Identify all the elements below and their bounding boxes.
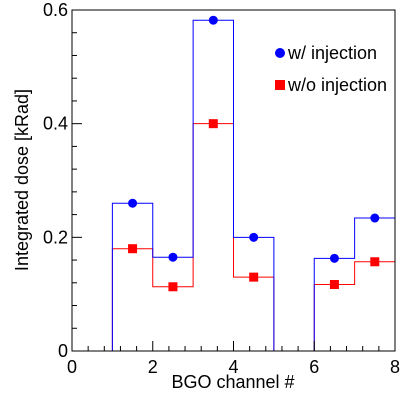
y-tick-label: 0: [58, 341, 68, 361]
x-tick-label: 4: [228, 357, 238, 377]
y-tick-label: 0.4: [43, 114, 68, 134]
data-markers: [128, 15, 380, 292]
x-tick-label: 0: [67, 357, 77, 377]
x-tick-label: 2: [148, 357, 158, 377]
point-without-injection-1: [168, 282, 178, 292]
legend-marker-without-injection: [275, 80, 285, 90]
point-with-injection-2: [208, 15, 218, 25]
point-without-injection-2: [208, 119, 218, 129]
point-with-injection-4: [329, 253, 339, 263]
legend-label-without-injection: w/o injection: [287, 75, 387, 95]
tick-labels: 0 2 4 6 8 0 0.2 0.4 0.6: [43, 0, 400, 377]
point-with-injection-3: [249, 232, 259, 242]
point-with-injection-5: [370, 213, 380, 223]
plot-frame: [71, 9, 396, 352]
point-without-injection-4: [329, 280, 339, 290]
x-tick-label: 6: [309, 357, 319, 377]
legend-marker-with-injection: [275, 48, 285, 58]
x-axis-title: BGO channel #: [171, 372, 294, 392]
series-line-with-injection: [72, 19, 395, 352]
point-without-injection-5: [370, 257, 380, 267]
y-axis-title: Integrated dose [kRad]: [12, 89, 32, 271]
y-tick-label: 0.2: [43, 227, 68, 247]
y-tick-label: 0.6: [43, 0, 68, 20]
point-without-injection-0: [128, 244, 138, 254]
point-without-injection-3: [249, 272, 259, 282]
histogram-lines: [72, 19, 395, 352]
point-with-injection-1: [168, 252, 178, 262]
legend-label-with-injection: w/ injection: [287, 43, 377, 63]
legend: w/ injection w/o injection: [275, 43, 387, 95]
x-tick-label: 8: [390, 357, 400, 377]
point-with-injection-0: [128, 198, 138, 208]
